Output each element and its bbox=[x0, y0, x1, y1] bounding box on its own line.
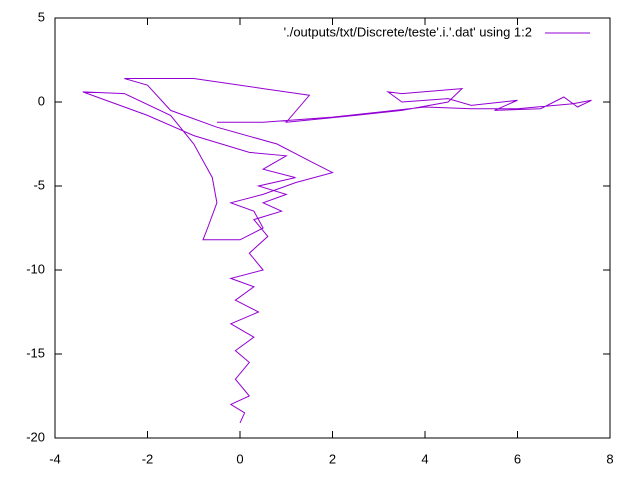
legend-label: './outputs/txt/Discrete/teste'.i.'.dat' … bbox=[284, 24, 532, 39]
y-tick-label: -10 bbox=[26, 261, 45, 276]
x-tick-label: 0 bbox=[236, 451, 243, 466]
x-tick-label: -4 bbox=[49, 451, 61, 466]
x-tick-label: 8 bbox=[606, 451, 613, 466]
x-tick-label: 4 bbox=[421, 451, 428, 466]
x-tick-label: 2 bbox=[329, 451, 336, 466]
y-tick-label: -5 bbox=[33, 177, 45, 192]
x-tick-label: 6 bbox=[514, 451, 521, 466]
y-tick-label: -20 bbox=[26, 429, 45, 444]
y-tick-label: -15 bbox=[26, 345, 45, 360]
y-tick-label: 0 bbox=[38, 93, 45, 108]
data-line bbox=[82, 78, 592, 424]
plot-border bbox=[54, 17, 611, 439]
x-tick-label: -2 bbox=[142, 451, 154, 466]
y-tick-label: 5 bbox=[38, 9, 45, 24]
